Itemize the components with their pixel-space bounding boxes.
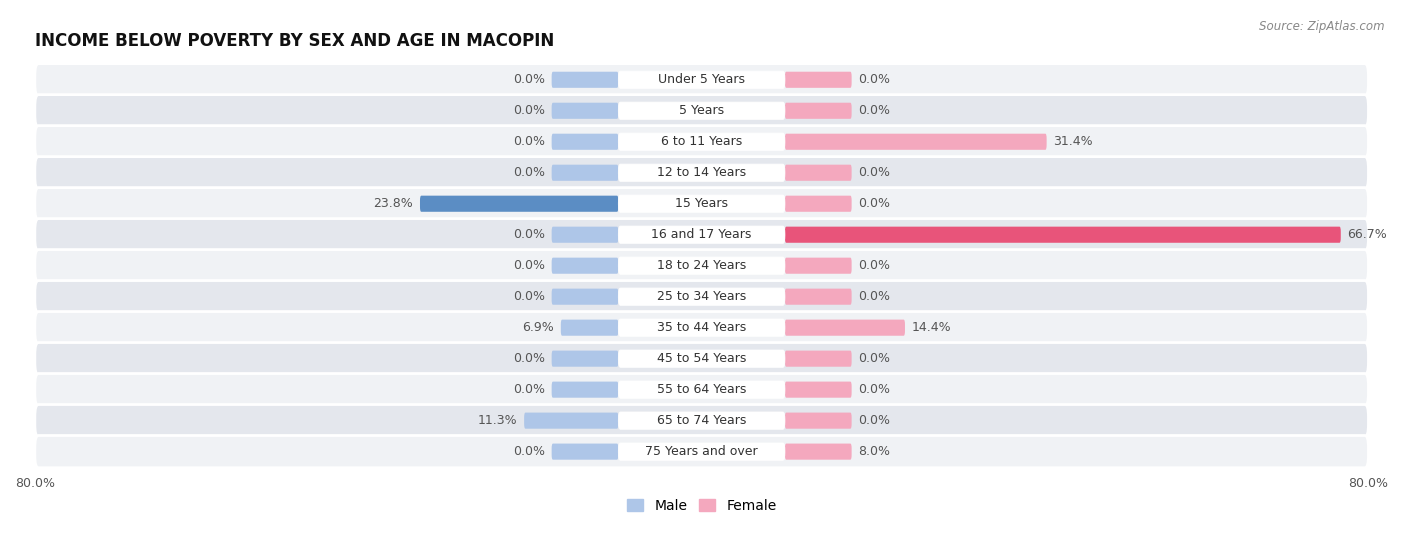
FancyBboxPatch shape (619, 288, 785, 305)
Text: 18 to 24 Years: 18 to 24 Years (657, 259, 747, 272)
FancyBboxPatch shape (551, 258, 619, 274)
FancyBboxPatch shape (785, 444, 852, 460)
Text: 15 Years: 15 Years (675, 197, 728, 210)
Text: 0.0%: 0.0% (858, 290, 890, 303)
FancyBboxPatch shape (35, 126, 1368, 158)
Text: 0.0%: 0.0% (513, 290, 546, 303)
Text: 0.0%: 0.0% (858, 352, 890, 365)
Text: 8.0%: 8.0% (858, 445, 890, 458)
Text: 0.0%: 0.0% (858, 414, 890, 427)
FancyBboxPatch shape (619, 102, 785, 119)
FancyBboxPatch shape (785, 227, 1341, 243)
Text: 0.0%: 0.0% (513, 104, 546, 117)
FancyBboxPatch shape (551, 72, 619, 88)
Text: 0.0%: 0.0% (858, 166, 890, 179)
FancyBboxPatch shape (619, 71, 785, 89)
Text: 45 to 54 Years: 45 to 54 Years (657, 352, 747, 365)
Text: 5 Years: 5 Years (679, 104, 724, 117)
FancyBboxPatch shape (551, 134, 619, 150)
Text: 25 to 34 Years: 25 to 34 Years (657, 290, 747, 303)
FancyBboxPatch shape (785, 134, 1046, 150)
Text: 0.0%: 0.0% (513, 352, 546, 365)
Text: 12 to 14 Years: 12 to 14 Years (657, 166, 747, 179)
FancyBboxPatch shape (35, 311, 1368, 344)
FancyBboxPatch shape (35, 281, 1368, 313)
FancyBboxPatch shape (35, 343, 1368, 375)
Text: 0.0%: 0.0% (858, 197, 890, 210)
Text: 0.0%: 0.0% (858, 383, 890, 396)
FancyBboxPatch shape (785, 258, 852, 274)
FancyBboxPatch shape (524, 412, 619, 429)
FancyBboxPatch shape (785, 412, 852, 429)
Text: 65 to 74 Years: 65 to 74 Years (657, 414, 747, 427)
FancyBboxPatch shape (551, 165, 619, 181)
FancyBboxPatch shape (619, 195, 785, 213)
FancyBboxPatch shape (619, 443, 785, 460)
Text: 23.8%: 23.8% (374, 197, 413, 210)
FancyBboxPatch shape (619, 257, 785, 275)
Text: 11.3%: 11.3% (478, 414, 517, 427)
Text: Source: ZipAtlas.com: Source: ZipAtlas.com (1260, 20, 1385, 32)
Text: INCOME BELOW POVERTY BY SEX AND AGE IN MACOPIN: INCOME BELOW POVERTY BY SEX AND AGE IN M… (35, 32, 554, 50)
FancyBboxPatch shape (551, 103, 619, 119)
Legend: Male, Female: Male, Female (621, 493, 782, 518)
FancyBboxPatch shape (785, 350, 852, 367)
Text: 0.0%: 0.0% (858, 104, 890, 117)
FancyBboxPatch shape (35, 64, 1368, 96)
Text: 0.0%: 0.0% (513, 135, 546, 148)
FancyBboxPatch shape (785, 382, 852, 398)
Text: 0.0%: 0.0% (513, 73, 546, 86)
Text: 31.4%: 31.4% (1053, 135, 1092, 148)
Text: 75 Years and over: 75 Years and over (645, 445, 758, 458)
FancyBboxPatch shape (35, 435, 1368, 468)
Text: 0.0%: 0.0% (513, 445, 546, 458)
FancyBboxPatch shape (619, 350, 785, 367)
Text: 66.7%: 66.7% (1347, 228, 1388, 241)
Text: 6 to 11 Years: 6 to 11 Years (661, 135, 742, 148)
Text: 0.0%: 0.0% (858, 259, 890, 272)
FancyBboxPatch shape (35, 373, 1368, 406)
FancyBboxPatch shape (785, 72, 852, 88)
FancyBboxPatch shape (551, 350, 619, 367)
FancyBboxPatch shape (785, 103, 852, 119)
FancyBboxPatch shape (619, 319, 785, 336)
FancyBboxPatch shape (551, 288, 619, 305)
FancyBboxPatch shape (619, 226, 785, 243)
Text: 35 to 44 Years: 35 to 44 Years (657, 321, 747, 334)
FancyBboxPatch shape (420, 196, 619, 212)
Text: Under 5 Years: Under 5 Years (658, 73, 745, 86)
Text: 14.4%: 14.4% (911, 321, 952, 334)
Text: 0.0%: 0.0% (513, 259, 546, 272)
Text: 55 to 64 Years: 55 to 64 Years (657, 383, 747, 396)
FancyBboxPatch shape (619, 133, 785, 151)
FancyBboxPatch shape (619, 164, 785, 181)
FancyBboxPatch shape (35, 249, 1368, 282)
Text: 0.0%: 0.0% (513, 228, 546, 241)
Text: 6.9%: 6.9% (523, 321, 554, 334)
Text: 0.0%: 0.0% (858, 73, 890, 86)
FancyBboxPatch shape (785, 320, 905, 336)
Text: 0.0%: 0.0% (513, 166, 546, 179)
FancyBboxPatch shape (561, 320, 619, 336)
FancyBboxPatch shape (35, 157, 1368, 189)
FancyBboxPatch shape (619, 381, 785, 398)
FancyBboxPatch shape (619, 412, 785, 429)
FancyBboxPatch shape (551, 382, 619, 398)
FancyBboxPatch shape (785, 196, 852, 212)
FancyBboxPatch shape (551, 444, 619, 460)
FancyBboxPatch shape (35, 405, 1368, 437)
Text: 0.0%: 0.0% (513, 383, 546, 396)
FancyBboxPatch shape (785, 165, 852, 181)
FancyBboxPatch shape (35, 187, 1368, 220)
FancyBboxPatch shape (551, 227, 619, 243)
Text: 16 and 17 Years: 16 and 17 Years (651, 228, 752, 241)
FancyBboxPatch shape (35, 219, 1368, 251)
FancyBboxPatch shape (35, 95, 1368, 127)
FancyBboxPatch shape (785, 288, 852, 305)
